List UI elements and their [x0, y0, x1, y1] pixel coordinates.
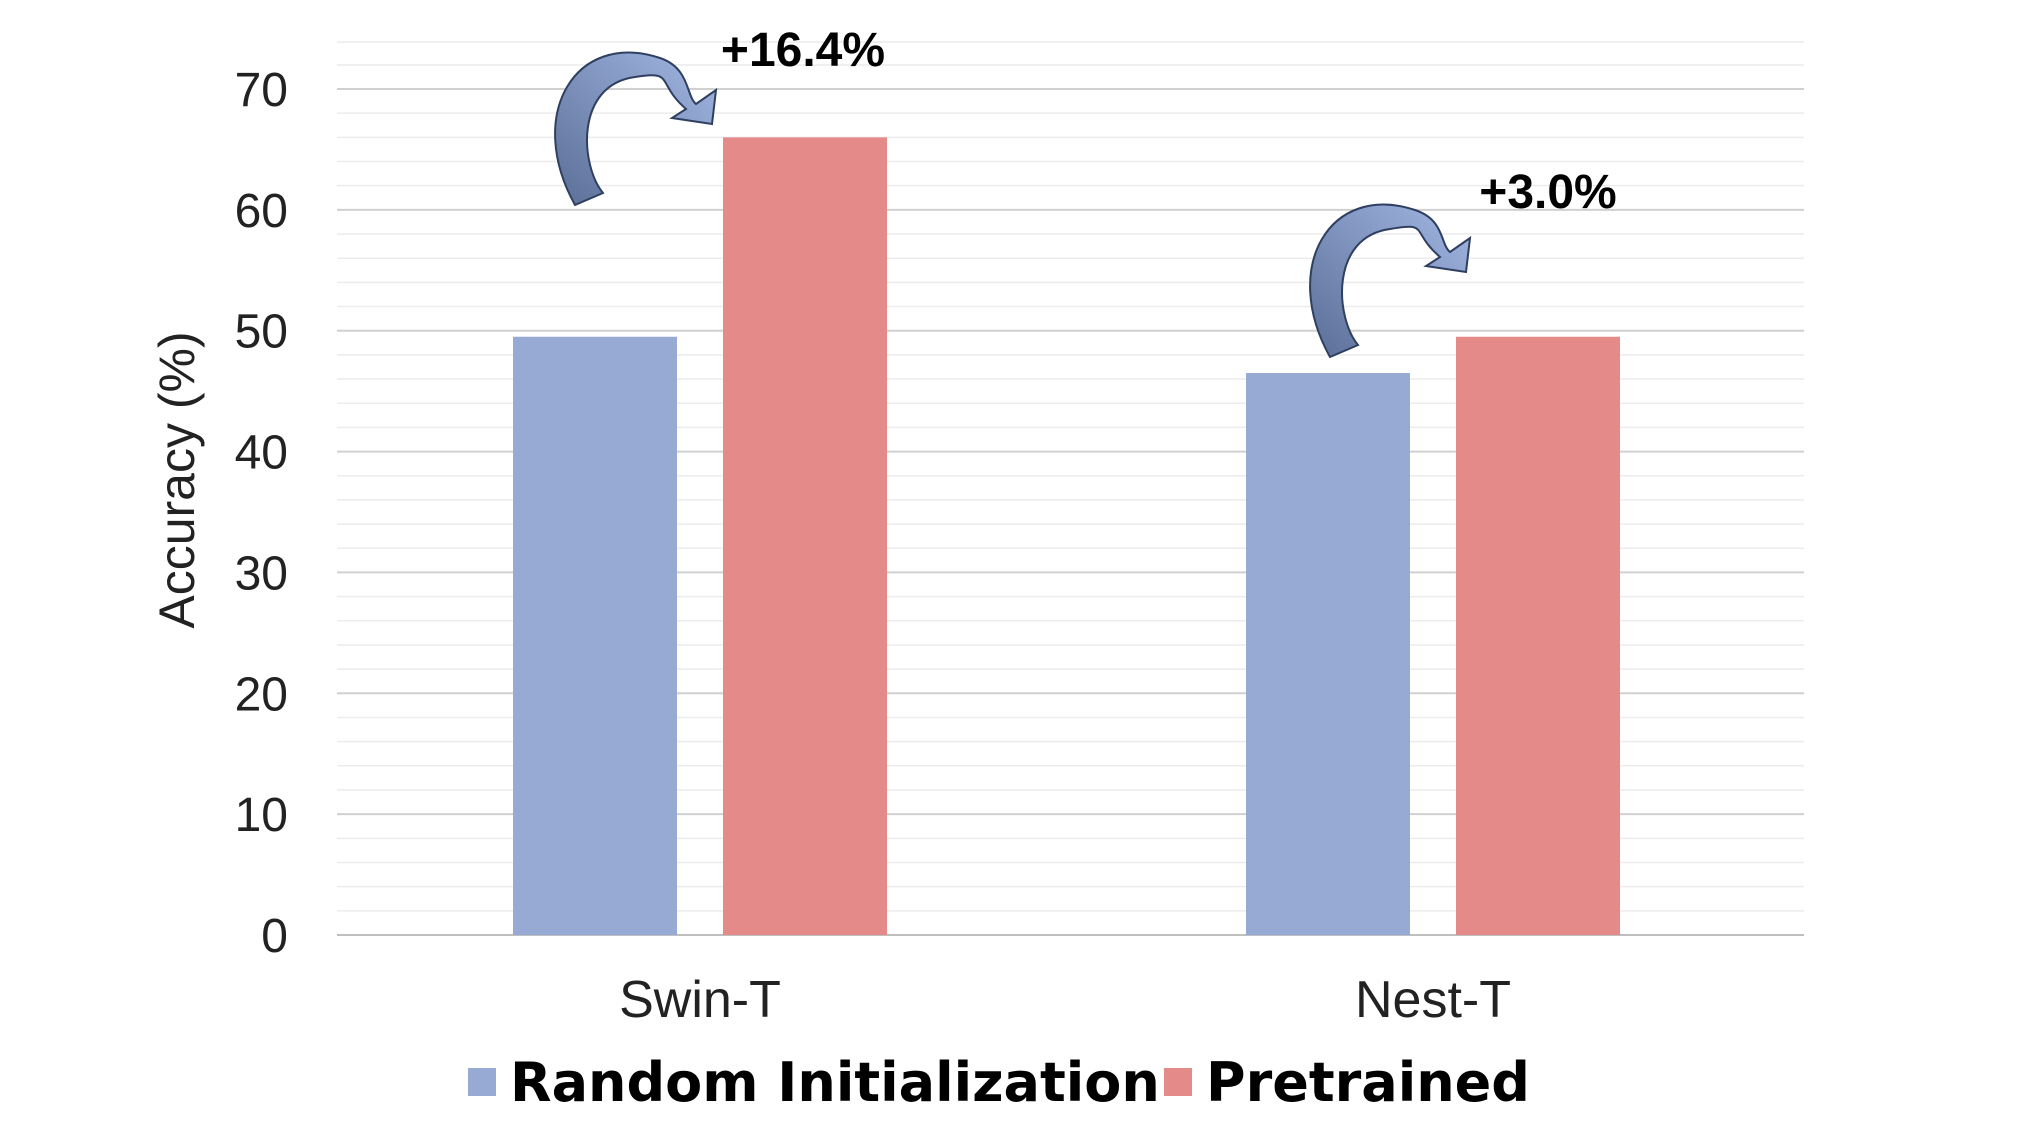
- y-tick-label: 40: [235, 427, 288, 480]
- legend-swatch: [468, 1068, 496, 1096]
- y-tick-label: 0: [261, 910, 288, 963]
- y-tick-label: 30: [235, 547, 288, 600]
- bar-random-initialization-nest-t: [1246, 373, 1410, 935]
- legend-label: Random Initialization: [510, 1051, 1160, 1114]
- bar-pretrained-nest-t: [1456, 336, 1620, 935]
- gain-annotation: +3.0%: [1479, 166, 1616, 219]
- bar-random-initialization-swin-t: [513, 336, 677, 935]
- y-tick-label: 10: [235, 789, 288, 842]
- legend: Random Initialization Pretrained: [468, 1051, 1530, 1114]
- annotations: +16.4% +3.0%: [554, 24, 1617, 359]
- x-tick-label: Nest-T: [1355, 971, 1511, 1029]
- y-tick-label: 50: [235, 306, 288, 359]
- legend-label: Pretrained: [1206, 1051, 1530, 1114]
- gain-arrow-icon: [554, 51, 718, 207]
- legend-swatch: [1164, 1068, 1192, 1096]
- y-axis-label: Accuracy (%): [149, 331, 205, 628]
- gain-annotation: +16.4%: [721, 24, 885, 77]
- x-tick-label: Swin-T: [619, 971, 781, 1029]
- bar-pretrained-swin-t: [723, 137, 887, 936]
- gain-arrow-icon: [1309, 203, 1472, 359]
- bars: [513, 137, 1620, 936]
- y-tick-label: 20: [235, 668, 288, 721]
- y-tick-label: 60: [235, 185, 288, 238]
- x-axis-ticks: Swin-T Nest-T: [619, 971, 1511, 1029]
- y-axis-ticks: 0 10 20 30 40 50 60 70: [235, 64, 288, 963]
- y-tick-label: 70: [235, 64, 288, 117]
